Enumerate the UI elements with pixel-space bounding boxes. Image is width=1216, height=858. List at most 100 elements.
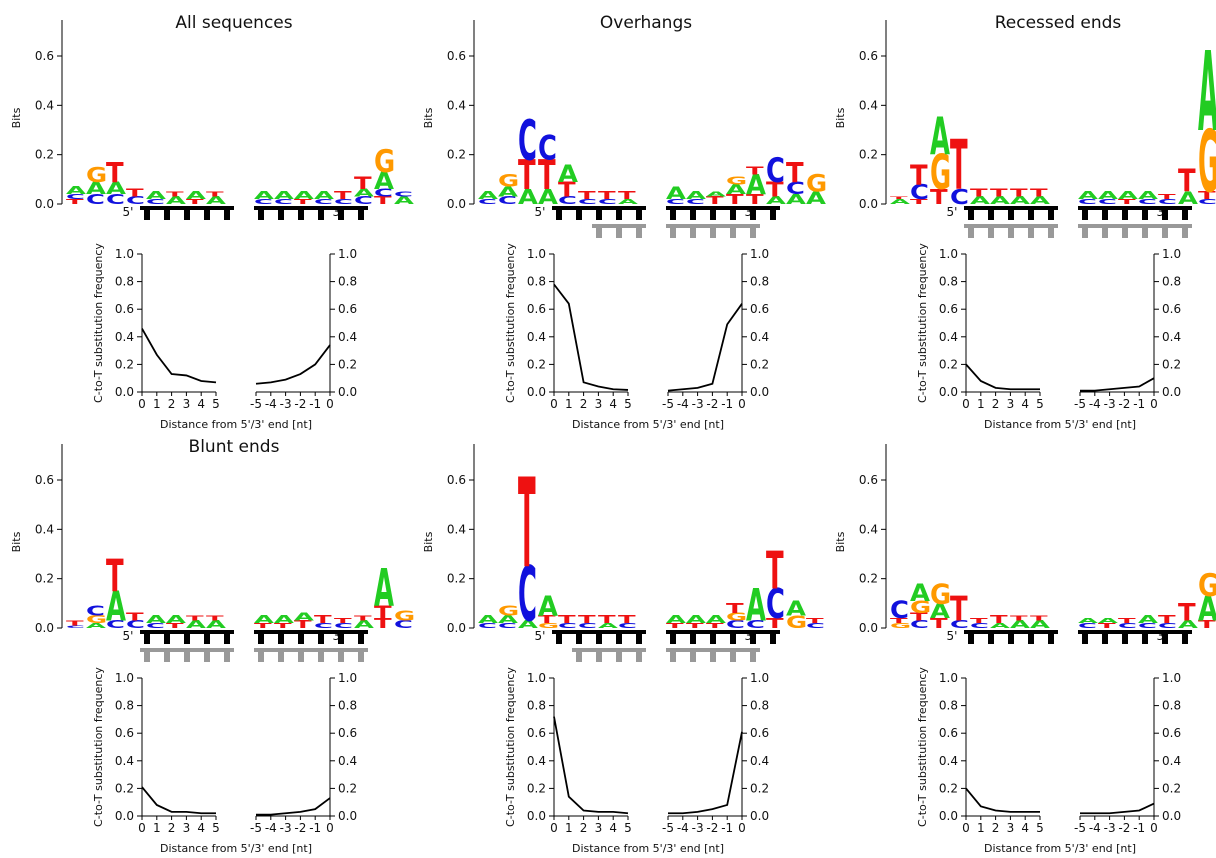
freq-left-y-tick-label: 0.8 (939, 275, 958, 289)
logo-letter: A (1178, 189, 1198, 209)
logo-letter-glyph: A (1178, 619, 1199, 631)
logo-letter: A (354, 187, 375, 199)
light-bar-right-spine (666, 648, 760, 652)
logo-letter-glyph: A (618, 198, 639, 206)
logo-letter: C (66, 625, 85, 629)
freq-left-x-tick-label: 4 (197, 397, 205, 411)
logo-y-tick-label: 0.2 (859, 148, 878, 162)
logo-letter-glyph: T (254, 622, 272, 630)
logo-letter: T (106, 549, 124, 602)
freq-right-x-tick-label: -4 (265, 821, 277, 835)
logo-letter-glyph: T (66, 198, 84, 206)
logo-letter: A (254, 190, 275, 202)
logo-y-tick-label: 0.6 (447, 49, 466, 63)
logo-letter-glyph: G (1198, 112, 1216, 212)
logo-letter: A (106, 583, 126, 631)
logo-letter-glyph: T (334, 617, 352, 625)
logo-letter: A (518, 619, 539, 631)
dark-bar-left-tooth (224, 210, 230, 220)
logo-letter: A (1078, 190, 1099, 202)
logo-letter-glyph: G (910, 598, 931, 618)
logo-letter-glyph: A (1010, 195, 1031, 207)
logo-letter: A (806, 189, 826, 209)
logo-letter: G (86, 614, 107, 626)
logo-letter: A (666, 614, 687, 626)
freq-right-x-tick-label: 0 (1150, 397, 1158, 411)
logo-letter-glyph: G (498, 603, 519, 619)
logo-letter-glyph: A (706, 614, 727, 626)
end-5-label: 5' (535, 205, 546, 219)
logo-letter: A (186, 190, 207, 202)
logo-letter-glyph: C (910, 181, 929, 205)
logo-y-tick-label: 0.4 (35, 98, 54, 112)
freq-right-x-tick-label: -3 (280, 821, 292, 835)
logo-letter: T (746, 165, 764, 177)
dark-bar-left-tooth (164, 210, 170, 220)
freq-left-y-tick-label: 0.6 (939, 726, 958, 740)
dark-bar-right-tooth (750, 634, 756, 644)
light-bar-left-tooth (988, 228, 994, 238)
logo-letter-glyph: A (1098, 190, 1119, 202)
dark-bar-right-tooth (298, 210, 304, 220)
logo-letter-glyph: C (314, 622, 333, 630)
logo-letter-glyph: A (910, 579, 931, 607)
logo-letter: A (726, 182, 746, 198)
light-bar-left-tooth (184, 652, 190, 662)
dark-bar-left-tooth (616, 634, 622, 644)
logo-letter-glyph: A (1010, 619, 1031, 631)
logo-letter: T (374, 195, 392, 207)
logo-letter: A (374, 167, 395, 195)
logo-letter-glyph: T (970, 187, 988, 199)
freq-right-y-tick-label: 0.4 (338, 330, 357, 344)
logo-letter: T (334, 617, 352, 625)
freq-left-y-tick-label: 0.6 (939, 302, 958, 316)
light-bar-left-tooth (636, 652, 642, 662)
dark-bar-left-spine (552, 206, 646, 210)
logo-letter: T (950, 127, 968, 206)
freq-right-y-tick-label: 1.0 (1162, 247, 1181, 261)
freq-left-y-tick-label: 0.4 (115, 754, 134, 768)
logo-letter-glyph: A (374, 167, 395, 195)
light-bar-left-spine (572, 648, 646, 652)
logo-letter-glyph: T (766, 615, 784, 631)
logo-letter-glyph: A (294, 190, 315, 202)
freq-right-y-tick-label: 0.2 (1162, 781, 1181, 795)
dark-bar-left-tooth (1028, 210, 1034, 220)
logo-letter-glyph: T (746, 165, 764, 177)
logo-letter-glyph: C (766, 581, 785, 629)
logo-letter-glyph: A (254, 190, 275, 202)
logo-letter: C (126, 619, 145, 631)
logo-letter: A (970, 195, 991, 207)
freq-right-x-tick-label: 0 (738, 397, 746, 411)
logo-letter: C (970, 622, 989, 630)
logo-letter-glyph: G (726, 175, 747, 187)
logo-letter-glyph: T (618, 614, 636, 626)
light-bar-right-tooth (730, 652, 736, 662)
logo-letter-glyph: A (274, 614, 295, 626)
light-bar-left-spine (140, 648, 234, 652)
logo-letter-glyph: T (374, 603, 392, 623)
dark-bar-right-tooth (770, 210, 776, 220)
freq-right-x-tick-label: -4 (1089, 821, 1101, 835)
freq-right-y-tick-label: 0.6 (1162, 726, 1181, 740)
logo-letter: A (890, 198, 911, 206)
logo-letter: C (478, 198, 497, 206)
logo-letter: T (970, 617, 988, 625)
logo-y-label: Bits (422, 531, 435, 552)
logo-letter: C (806, 622, 825, 630)
logo-letter: A (1138, 614, 1159, 626)
logo-y-tick-label: 0.0 (35, 621, 54, 635)
freq-left-x-tick-label: 4 (197, 821, 205, 835)
freq-left-y-tick-label: 0.4 (939, 754, 958, 768)
dark-bar-left-tooth (184, 210, 190, 220)
logo-letter-glyph: T (166, 622, 184, 630)
logo-letter-glyph: A (518, 185, 538, 209)
freq-left-x-tick-label: 0 (550, 397, 558, 411)
logo-y-tick-label: 0.0 (447, 621, 466, 635)
end-5-label: 5' (123, 629, 134, 643)
dark-bar-right-tooth (338, 210, 344, 220)
logo-letter: G (1198, 568, 1216, 604)
logo-letter: T (890, 196, 908, 200)
freq-right-y-tick-label: 0.0 (750, 809, 769, 823)
